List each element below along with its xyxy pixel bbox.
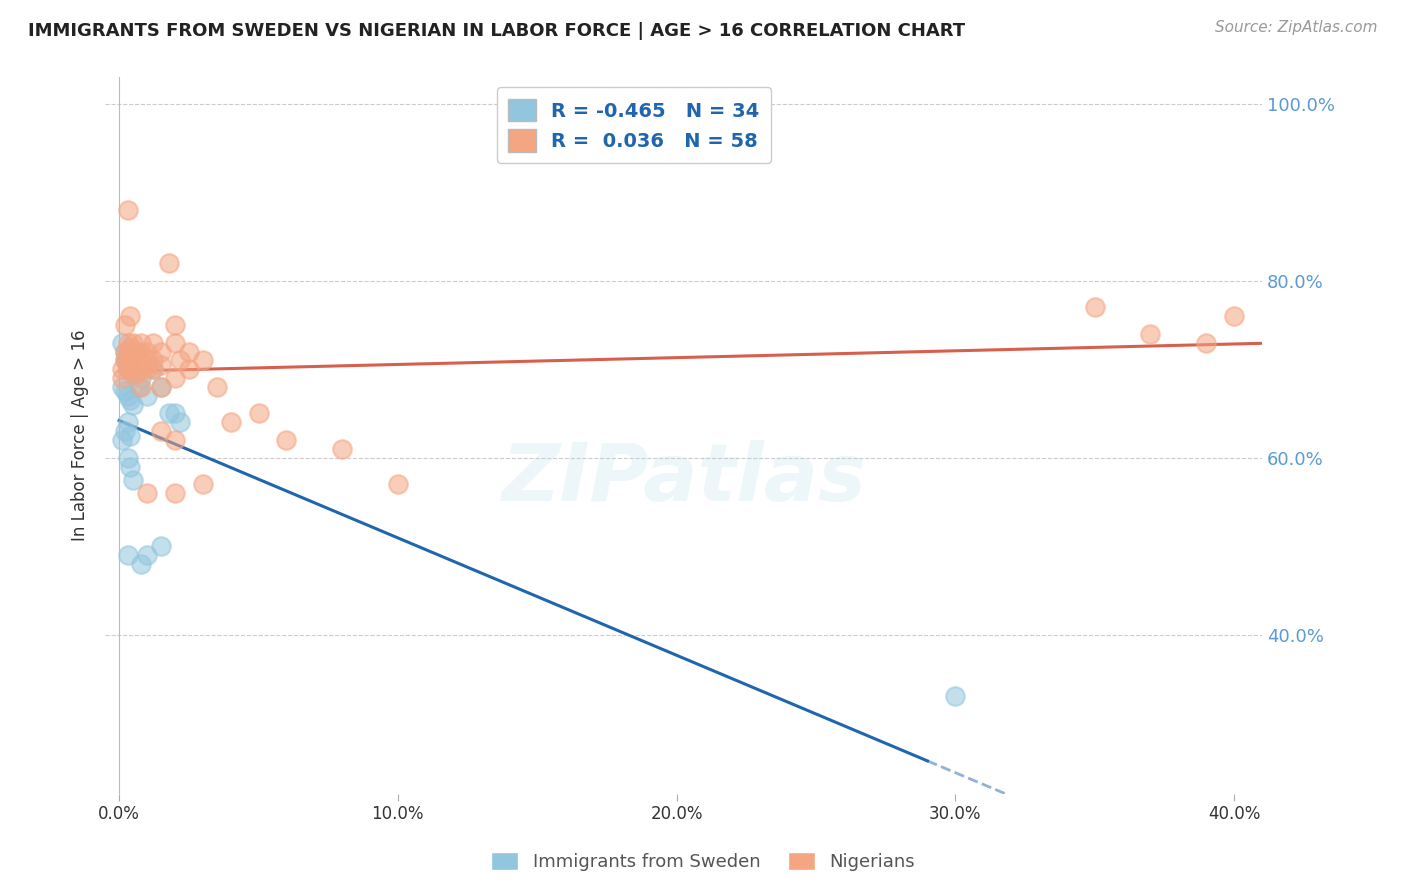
Legend: Immigrants from Sweden, Nigerians: Immigrants from Sweden, Nigerians bbox=[484, 845, 922, 879]
Point bbox=[122, 335, 145, 350]
Point bbox=[149, 380, 172, 394]
Point bbox=[149, 539, 172, 553]
Point bbox=[117, 415, 139, 429]
Point bbox=[149, 344, 172, 359]
Point bbox=[122, 344, 145, 359]
Point bbox=[330, 442, 353, 456]
Point bbox=[120, 428, 142, 442]
Point bbox=[114, 353, 136, 368]
Point bbox=[219, 415, 242, 429]
Point bbox=[1139, 326, 1161, 341]
Point bbox=[177, 362, 200, 376]
Point bbox=[163, 486, 186, 500]
Point bbox=[128, 380, 150, 394]
Point bbox=[142, 362, 165, 376]
Point bbox=[117, 389, 139, 403]
Point bbox=[114, 344, 136, 359]
Point bbox=[247, 407, 270, 421]
Point bbox=[125, 344, 148, 359]
Point bbox=[136, 362, 159, 376]
Text: IMMIGRANTS FROM SWEDEN VS NIGERIAN IN LABOR FORCE | AGE > 16 CORRELATION CHART: IMMIGRANTS FROM SWEDEN VS NIGERIAN IN LA… bbox=[28, 22, 966, 40]
Point bbox=[142, 362, 165, 376]
Point bbox=[128, 362, 150, 376]
Point bbox=[276, 888, 298, 892]
Point bbox=[149, 424, 172, 438]
Text: Source: ZipAtlas.com: Source: ZipAtlas.com bbox=[1215, 20, 1378, 35]
Point bbox=[125, 367, 148, 381]
Point bbox=[128, 353, 150, 368]
Point bbox=[111, 433, 134, 447]
Point bbox=[117, 362, 139, 376]
Point bbox=[114, 344, 136, 359]
Point bbox=[120, 309, 142, 323]
Point bbox=[117, 548, 139, 562]
Point bbox=[117, 335, 139, 350]
Point bbox=[131, 353, 153, 368]
Point bbox=[114, 353, 136, 368]
Point bbox=[131, 335, 153, 350]
Point bbox=[157, 256, 180, 270]
Point bbox=[131, 371, 153, 385]
Point bbox=[205, 380, 228, 394]
Point bbox=[1195, 335, 1218, 350]
Point bbox=[136, 548, 159, 562]
Point bbox=[149, 358, 172, 372]
Point bbox=[122, 362, 145, 376]
Point bbox=[136, 486, 159, 500]
Point bbox=[943, 690, 966, 704]
Text: ZIPatlas: ZIPatlas bbox=[501, 440, 866, 517]
Point bbox=[111, 362, 134, 376]
Point bbox=[125, 344, 148, 359]
Point bbox=[114, 318, 136, 332]
Point bbox=[117, 203, 139, 218]
Point bbox=[134, 349, 156, 363]
Point bbox=[169, 353, 191, 368]
Point bbox=[120, 353, 142, 368]
Point bbox=[169, 415, 191, 429]
Point bbox=[125, 358, 148, 372]
Point bbox=[1223, 309, 1246, 323]
Point bbox=[163, 335, 186, 350]
Point bbox=[120, 340, 142, 354]
Point bbox=[191, 477, 214, 491]
Point bbox=[163, 407, 186, 421]
Point bbox=[387, 477, 409, 491]
Point bbox=[131, 557, 153, 571]
Point bbox=[128, 344, 150, 359]
Point bbox=[163, 433, 186, 447]
Point bbox=[157, 407, 180, 421]
Point bbox=[163, 318, 186, 332]
Point bbox=[191, 353, 214, 368]
Point bbox=[142, 335, 165, 350]
Point bbox=[142, 353, 165, 368]
Point bbox=[120, 393, 142, 408]
Point bbox=[120, 459, 142, 474]
Point bbox=[117, 349, 139, 363]
Point bbox=[276, 433, 298, 447]
Point bbox=[163, 371, 186, 385]
Point bbox=[111, 335, 134, 350]
Point bbox=[120, 362, 142, 376]
Point bbox=[136, 344, 159, 359]
Point bbox=[117, 362, 139, 376]
Point bbox=[131, 380, 153, 394]
Point bbox=[114, 384, 136, 399]
Point bbox=[114, 424, 136, 438]
Point bbox=[136, 389, 159, 403]
Point bbox=[122, 367, 145, 381]
Point bbox=[122, 398, 145, 412]
Point bbox=[136, 358, 159, 372]
Point bbox=[1084, 301, 1107, 315]
Y-axis label: In Labor Force | Age > 16: In Labor Force | Age > 16 bbox=[72, 330, 89, 541]
Point bbox=[122, 473, 145, 487]
Point bbox=[111, 380, 134, 394]
Legend: R = -0.465   N = 34, R =  0.036   N = 58: R = -0.465 N = 34, R = 0.036 N = 58 bbox=[496, 87, 770, 163]
Point bbox=[111, 371, 134, 385]
Point bbox=[117, 450, 139, 465]
Point bbox=[149, 380, 172, 394]
Point bbox=[122, 349, 145, 363]
Point bbox=[117, 353, 139, 368]
Point bbox=[177, 344, 200, 359]
